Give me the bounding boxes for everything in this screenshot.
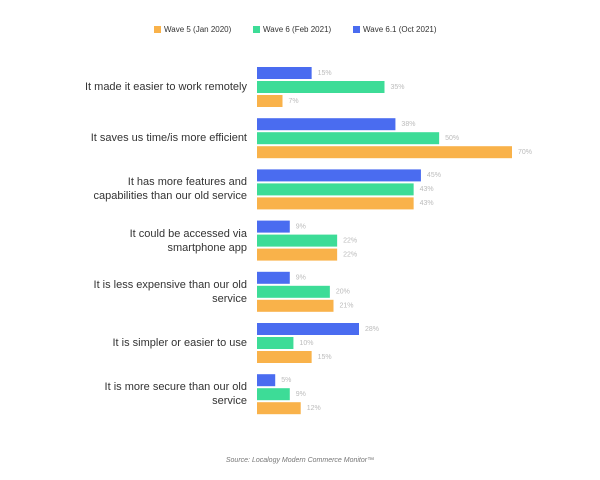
legend-swatch xyxy=(353,26,360,33)
bar xyxy=(257,81,385,93)
bar xyxy=(257,132,440,145)
bar xyxy=(257,197,414,210)
value-label: 7% xyxy=(289,98,299,105)
value-label: 43% xyxy=(420,186,434,193)
category-label: It could be accessed via smartphone app xyxy=(129,227,247,254)
value-label: 28% xyxy=(365,326,379,333)
value-label: 35% xyxy=(391,84,405,91)
bar xyxy=(257,271,290,284)
legend-label: Wave 5 (Jan 2020) xyxy=(164,25,232,34)
bar xyxy=(257,95,283,107)
bar xyxy=(257,351,312,363)
bar xyxy=(257,402,301,415)
bar xyxy=(257,220,290,233)
bar xyxy=(257,323,359,335)
category-label: It saves us time/is more efficient xyxy=(90,132,247,145)
bar xyxy=(257,374,276,387)
category-label: It is simpler or easier to use xyxy=(112,337,248,349)
value-label: 22% xyxy=(343,237,357,244)
bar xyxy=(257,299,334,312)
category-label: It is more secure than our old service xyxy=(104,381,247,408)
category-label: It is less expensive than our old servic… xyxy=(93,278,247,305)
bar xyxy=(257,146,512,159)
legend-swatch xyxy=(253,26,260,33)
value-label: 15% xyxy=(318,70,332,77)
bar xyxy=(257,67,312,79)
category-label: It has more features and capabilities th… xyxy=(93,176,247,203)
value-label: 9% xyxy=(296,391,306,398)
value-label: 20% xyxy=(336,289,350,296)
value-label: 22% xyxy=(343,251,357,258)
source-note: Source: Localogy Modern Commerce Monitor… xyxy=(226,457,374,464)
value-label: 38% xyxy=(401,121,415,128)
bar xyxy=(257,285,330,298)
bar xyxy=(257,337,294,349)
bar xyxy=(257,169,421,182)
bar xyxy=(257,183,414,196)
bar xyxy=(257,118,396,131)
value-label: 21% xyxy=(340,303,354,310)
value-label: 70% xyxy=(518,149,532,156)
legend-label: Wave 6 (Feb 2021) xyxy=(263,25,332,34)
category-label: It made it easier to work remotely xyxy=(84,81,247,93)
value-label: 45% xyxy=(427,172,441,179)
value-label: 43% xyxy=(420,200,434,207)
legend-swatch xyxy=(154,26,161,33)
value-label: 10% xyxy=(299,340,313,347)
value-label: 15% xyxy=(318,354,332,361)
value-label: 50% xyxy=(445,135,459,142)
legend-label: Wave 6.1 (Oct 2021) xyxy=(363,25,437,34)
value-label: 5% xyxy=(281,377,291,384)
value-label: 12% xyxy=(307,405,321,412)
value-label: 9% xyxy=(296,223,306,230)
bar xyxy=(257,388,290,401)
bar xyxy=(257,234,338,247)
bar xyxy=(257,248,338,261)
value-label: 9% xyxy=(296,275,306,282)
